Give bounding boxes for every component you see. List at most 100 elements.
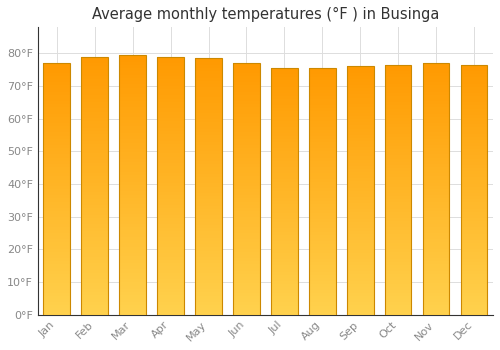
Bar <box>271 253 297 256</box>
Bar <box>271 278 297 281</box>
Bar <box>423 101 450 104</box>
Bar <box>271 71 297 74</box>
Bar <box>120 169 146 172</box>
Bar <box>461 284 487 287</box>
Bar <box>233 211 260 214</box>
Bar <box>309 170 336 173</box>
Bar <box>195 190 222 193</box>
Bar <box>44 126 70 129</box>
Bar <box>44 214 70 217</box>
Bar <box>347 203 374 206</box>
Bar <box>120 130 146 133</box>
Bar <box>385 99 411 102</box>
Bar <box>195 199 222 203</box>
Bar <box>82 99 108 102</box>
Bar <box>44 91 70 95</box>
Bar <box>271 158 297 161</box>
Bar <box>271 262 297 265</box>
Bar <box>271 287 297 290</box>
Bar <box>347 231 374 234</box>
Bar <box>120 305 146 308</box>
Bar <box>233 233 260 236</box>
Bar <box>120 286 146 289</box>
Bar <box>233 135 260 139</box>
Bar <box>233 267 260 271</box>
Bar <box>461 233 487 237</box>
Bar <box>158 270 184 273</box>
Bar <box>158 195 184 199</box>
Bar <box>347 259 374 262</box>
Bar <box>158 234 184 237</box>
Bar <box>233 79 260 82</box>
Bar <box>82 169 108 173</box>
Bar <box>233 63 260 66</box>
Bar <box>461 259 487 262</box>
Bar <box>195 260 222 264</box>
Bar <box>347 79 374 82</box>
Bar <box>423 91 450 95</box>
Bar <box>461 227 487 230</box>
Bar <box>423 167 450 170</box>
Bar <box>347 209 374 212</box>
Bar <box>461 93 487 96</box>
Bar <box>158 257 184 260</box>
Bar <box>423 289 450 293</box>
Bar <box>195 273 222 276</box>
Bar <box>423 148 450 151</box>
Bar <box>195 119 222 122</box>
Bar <box>158 163 184 166</box>
Bar <box>82 228 108 231</box>
Bar <box>233 148 260 151</box>
Bar <box>233 101 260 104</box>
Bar <box>158 218 184 221</box>
Bar <box>120 250 146 253</box>
Bar <box>385 259 411 262</box>
Bar <box>44 101 70 104</box>
Bar <box>423 277 450 280</box>
Bar <box>158 279 184 282</box>
Bar <box>44 312 70 315</box>
Bar <box>44 305 70 308</box>
Bar <box>44 236 70 239</box>
Bar <box>347 218 374 222</box>
Bar <box>271 213 297 216</box>
Bar <box>271 265 297 268</box>
Bar <box>347 150 374 153</box>
Bar <box>195 180 222 183</box>
Bar <box>271 108 297 111</box>
Bar <box>347 302 374 306</box>
Bar <box>158 237 184 240</box>
Bar <box>233 258 260 261</box>
Bar <box>233 158 260 161</box>
Bar <box>347 88 374 91</box>
Bar <box>158 215 184 218</box>
Bar <box>385 215 411 218</box>
Bar <box>423 302 450 305</box>
Bar <box>423 249 450 252</box>
Bar <box>385 149 411 152</box>
Bar <box>120 126 146 130</box>
Bar <box>309 185 336 188</box>
Bar <box>44 198 70 202</box>
Bar <box>347 73 374 76</box>
Bar <box>82 118 108 121</box>
Bar <box>309 262 336 265</box>
Bar <box>82 66 108 70</box>
Bar <box>233 113 260 117</box>
Bar <box>347 256 374 259</box>
Bar <box>82 260 108 263</box>
Bar <box>158 240 184 244</box>
Bar <box>309 219 336 222</box>
Bar <box>158 102 184 105</box>
Bar <box>347 222 374 225</box>
Bar <box>120 133 146 136</box>
Bar <box>461 243 487 246</box>
Bar <box>195 228 222 231</box>
Bar <box>44 283 70 286</box>
Bar <box>233 208 260 211</box>
Bar <box>385 202 411 205</box>
Bar <box>461 199 487 202</box>
Bar <box>461 108 487 112</box>
Bar <box>271 127 297 130</box>
Bar <box>233 274 260 277</box>
